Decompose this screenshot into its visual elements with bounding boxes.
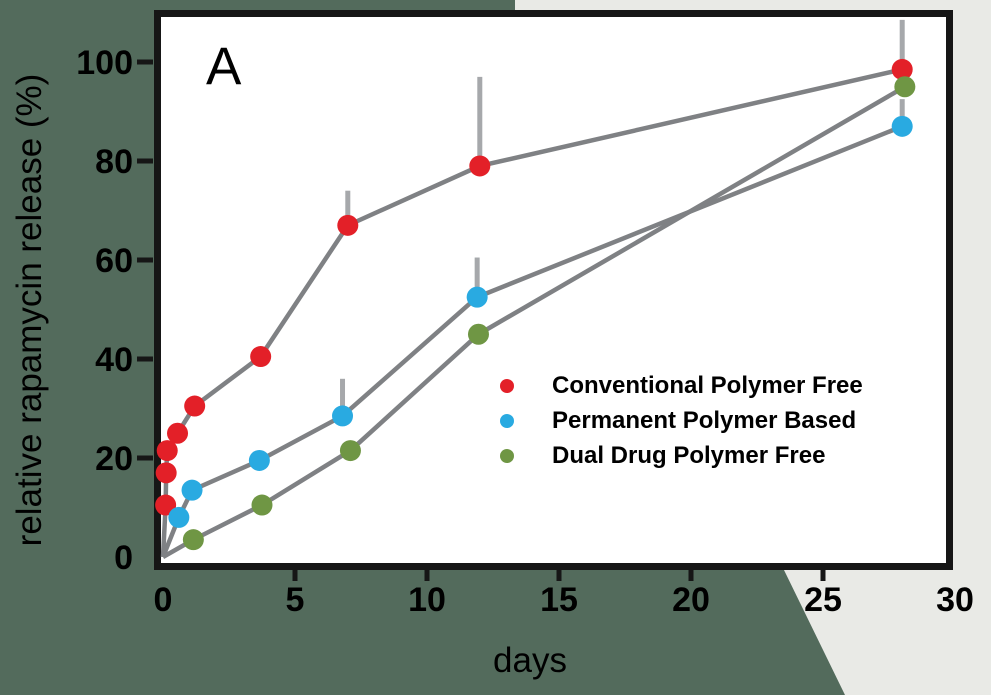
x-tick-label: 30 — [936, 581, 974, 619]
data-point-marker — [167, 422, 189, 444]
data-point-marker — [155, 494, 177, 516]
data-point-marker — [156, 440, 178, 462]
data-point-marker — [466, 286, 488, 308]
legend-dot-permanent-polymer-based — [500, 413, 514, 428]
data-point-marker — [248, 449, 270, 471]
legend-label: Permanent Polymer Based — [552, 406, 857, 434]
data-point-marker — [250, 346, 272, 368]
data-point-marker — [894, 76, 916, 98]
data-point-marker — [168, 506, 190, 528]
x-tick-label: 25 — [804, 581, 842, 619]
data-point-marker — [332, 405, 354, 427]
legend-item: Permanent Polymer Based — [500, 403, 863, 438]
legend-label: Dual Drug Polymer Free — [552, 441, 826, 469]
x-tick-label: 15 — [540, 581, 578, 619]
legend: Conventional Polymer Free Permanent Poly… — [500, 368, 863, 473]
x-axis-title: days — [493, 641, 567, 680]
y-tick-label: 80 — [95, 143, 133, 181]
data-point-marker — [339, 440, 361, 462]
legend-dot-dual-drug-polymer-free — [500, 448, 514, 463]
legend-item: Conventional Polymer Free — [500, 368, 863, 403]
panel-label: A — [206, 37, 242, 96]
legend-item: Dual Drug Polymer Free — [500, 438, 863, 473]
x-tick-label: 20 — [672, 581, 710, 619]
x-tick-label: 0 — [154, 581, 173, 619]
data-point-marker — [181, 479, 203, 501]
y-axis-title: relative rapamycin release (%) — [10, 73, 49, 547]
data-point-marker — [155, 462, 177, 484]
y-tick-label: 0 — [114, 539, 133, 577]
x-tick-label: 5 — [286, 581, 305, 619]
series-line — [160, 67, 903, 558]
data-point-marker — [469, 155, 491, 177]
data-point-marker — [251, 494, 273, 516]
data-point-marker — [891, 115, 913, 137]
legend-label: Conventional Polymer Free — [552, 371, 863, 399]
data-point-marker — [337, 214, 359, 236]
data-point-marker — [184, 395, 206, 417]
data-point-marker — [182, 529, 204, 551]
y-tick-label: 100 — [76, 44, 133, 82]
x-tick-label: 10 — [408, 581, 446, 619]
y-tick-label: 40 — [95, 341, 133, 379]
legend-dot-conventional-polymer-free — [500, 378, 514, 393]
data-point-marker — [467, 323, 489, 345]
data-point-marker — [891, 58, 913, 80]
paper-edge-strip — [515, 0, 952, 11]
y-tick-label: 60 — [95, 242, 133, 280]
paper-corner — [783, 0, 991, 695]
y-tick-label: 20 — [95, 440, 133, 478]
